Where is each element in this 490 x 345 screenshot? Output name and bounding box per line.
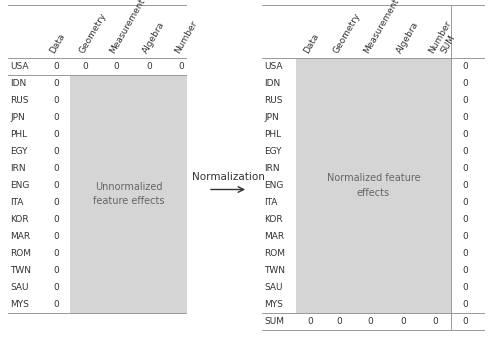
Text: ENG: ENG bbox=[264, 181, 283, 190]
Text: 0: 0 bbox=[462, 198, 468, 207]
Text: 0: 0 bbox=[53, 198, 59, 207]
Text: ITA: ITA bbox=[264, 198, 277, 207]
Text: Data: Data bbox=[48, 32, 67, 55]
Text: 0: 0 bbox=[53, 181, 59, 190]
Text: 0: 0 bbox=[462, 317, 468, 326]
Text: 0: 0 bbox=[53, 249, 59, 258]
Text: RUS: RUS bbox=[10, 96, 28, 105]
Text: 0: 0 bbox=[307, 317, 313, 326]
Text: 0: 0 bbox=[462, 249, 468, 258]
Text: 0: 0 bbox=[462, 113, 468, 122]
Text: MYS: MYS bbox=[264, 300, 283, 309]
Text: SAU: SAU bbox=[10, 283, 28, 292]
Text: KOR: KOR bbox=[264, 215, 283, 224]
Text: 0: 0 bbox=[53, 130, 59, 139]
Text: 0: 0 bbox=[82, 62, 88, 71]
Text: JPN: JPN bbox=[10, 113, 25, 122]
Text: 0: 0 bbox=[53, 232, 59, 241]
Text: 0: 0 bbox=[462, 130, 468, 139]
Text: 0: 0 bbox=[462, 147, 468, 156]
Text: 0: 0 bbox=[462, 300, 468, 309]
Text: 0: 0 bbox=[462, 181, 468, 190]
Text: Data: Data bbox=[302, 32, 321, 55]
Text: 0: 0 bbox=[53, 266, 59, 275]
Text: MAR: MAR bbox=[264, 232, 284, 241]
Text: ITA: ITA bbox=[10, 198, 24, 207]
Text: 0: 0 bbox=[462, 79, 468, 88]
Text: PHL: PHL bbox=[10, 130, 27, 139]
Bar bbox=[70, 75, 187, 313]
Text: 0: 0 bbox=[53, 147, 59, 156]
Text: Number: Number bbox=[427, 19, 453, 55]
Text: IDN: IDN bbox=[10, 79, 26, 88]
Text: 0: 0 bbox=[462, 266, 468, 275]
Text: Measurement: Measurement bbox=[362, 0, 401, 55]
Text: PHL: PHL bbox=[264, 130, 281, 139]
Text: USA: USA bbox=[264, 62, 283, 71]
Text: 0: 0 bbox=[146, 62, 152, 71]
Text: 0: 0 bbox=[462, 62, 468, 71]
Text: 0: 0 bbox=[367, 317, 373, 326]
Text: Measurement: Measurement bbox=[108, 0, 147, 55]
Text: 0: 0 bbox=[53, 113, 59, 122]
Text: SUM: SUM bbox=[264, 317, 284, 326]
Text: TWN: TWN bbox=[264, 266, 285, 275]
Text: EGY: EGY bbox=[264, 147, 281, 156]
Text: 0: 0 bbox=[53, 215, 59, 224]
Text: KOR: KOR bbox=[10, 215, 28, 224]
Text: Unnormalized
feature effects: Unnormalized feature effects bbox=[93, 181, 164, 206]
Text: 0: 0 bbox=[462, 164, 468, 173]
Text: IDN: IDN bbox=[264, 79, 280, 88]
Text: 0: 0 bbox=[462, 215, 468, 224]
Text: USA: USA bbox=[10, 62, 28, 71]
Text: TWN: TWN bbox=[10, 266, 31, 275]
Text: 0: 0 bbox=[178, 62, 184, 71]
Text: 0: 0 bbox=[432, 317, 438, 326]
Text: SAU: SAU bbox=[264, 283, 283, 292]
Text: IRN: IRN bbox=[264, 164, 280, 173]
Text: 0: 0 bbox=[336, 317, 342, 326]
Text: MAR: MAR bbox=[10, 232, 30, 241]
Text: 0: 0 bbox=[462, 96, 468, 105]
Text: Geometry: Geometry bbox=[77, 11, 108, 55]
Text: Normalized feature
effects: Normalized feature effects bbox=[327, 173, 420, 198]
Text: Number: Number bbox=[173, 19, 199, 55]
Text: EGY: EGY bbox=[10, 147, 27, 156]
Bar bbox=[296, 58, 451, 313]
Text: Normalization: Normalization bbox=[192, 172, 265, 183]
Text: 0: 0 bbox=[53, 96, 59, 105]
Text: SUM: SUM bbox=[439, 33, 457, 55]
Text: IRN: IRN bbox=[10, 164, 25, 173]
Text: 0: 0 bbox=[53, 300, 59, 309]
Text: 0: 0 bbox=[53, 164, 59, 173]
Text: 0: 0 bbox=[53, 283, 59, 292]
Text: RUS: RUS bbox=[264, 96, 283, 105]
Text: 0: 0 bbox=[53, 79, 59, 88]
Text: JPN: JPN bbox=[264, 113, 279, 122]
Text: Algebra: Algebra bbox=[395, 20, 420, 55]
Text: 0: 0 bbox=[462, 232, 468, 241]
Text: 0: 0 bbox=[462, 283, 468, 292]
Text: Geometry: Geometry bbox=[331, 11, 362, 55]
Text: 0: 0 bbox=[53, 62, 59, 71]
Text: 0: 0 bbox=[400, 317, 406, 326]
Text: 0: 0 bbox=[113, 62, 119, 71]
Text: ROM: ROM bbox=[10, 249, 31, 258]
Text: Algebra: Algebra bbox=[141, 20, 167, 55]
Text: ENG: ENG bbox=[10, 181, 29, 190]
Text: MYS: MYS bbox=[10, 300, 29, 309]
Text: ROM: ROM bbox=[264, 249, 285, 258]
